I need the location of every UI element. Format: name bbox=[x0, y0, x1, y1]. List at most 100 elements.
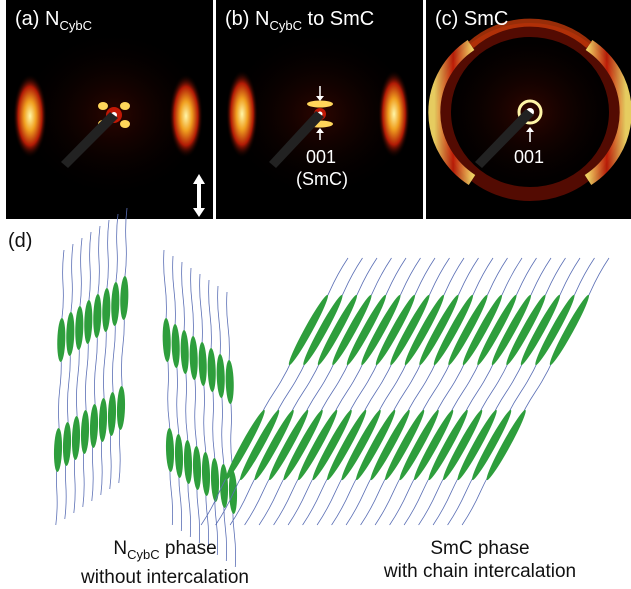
mesogen-core bbox=[312, 409, 352, 481]
mesogen-core bbox=[375, 294, 415, 366]
ncybc-cluster-right bbox=[162, 249, 238, 568]
mesogen-core bbox=[428, 409, 468, 481]
mesogen-core bbox=[520, 294, 560, 366]
mesogen-core bbox=[66, 312, 75, 356]
smc-molecule bbox=[461, 257, 610, 526]
mesogen-core bbox=[240, 409, 280, 481]
mesogen-core bbox=[107, 392, 117, 436]
mesogen-core bbox=[111, 282, 120, 326]
smc-molecule bbox=[287, 257, 436, 526]
mesogen-core bbox=[216, 354, 225, 398]
smc-molecule bbox=[374, 257, 523, 526]
smc-molecule bbox=[360, 257, 508, 526]
ncybc-molecule bbox=[171, 255, 184, 532]
mesogen-core bbox=[535, 294, 575, 366]
mesogen-core bbox=[201, 452, 211, 496]
smc-molecule bbox=[403, 257, 552, 526]
mesogen-core bbox=[269, 409, 309, 481]
mesogen-core bbox=[486, 409, 526, 481]
smc-molecule bbox=[200, 257, 349, 526]
smc-molecule bbox=[302, 257, 450, 526]
ncybc-molecule bbox=[116, 207, 129, 484]
panel-b-label: (b) NCybC to SmC bbox=[225, 8, 375, 33]
smc-molecule bbox=[331, 257, 479, 526]
mesogen-core bbox=[399, 409, 439, 481]
peak-annotation-001: 001 bbox=[513, 147, 545, 167]
smc-molecule bbox=[447, 257, 595, 526]
mesogen-core bbox=[219, 464, 229, 508]
ncybc-molecule bbox=[80, 231, 93, 508]
mesogen-core bbox=[53, 428, 63, 472]
mesogen-core bbox=[414, 409, 454, 481]
ncybc-molecule bbox=[107, 213, 120, 490]
mesogen-core bbox=[174, 434, 184, 478]
smc-molecule bbox=[345, 257, 494, 526]
mesogen-core bbox=[84, 300, 93, 344]
mesogen-core bbox=[120, 276, 129, 320]
smc-layers bbox=[200, 257, 610, 526]
caption-ncybc-phase: NCybC phase without intercalation bbox=[81, 538, 249, 588]
mesogen-core bbox=[162, 318, 171, 362]
mesogen-core bbox=[491, 294, 531, 366]
caption-smc-phase: SmC phase with chain intercalation bbox=[383, 538, 577, 582]
mesogen-core bbox=[433, 294, 473, 366]
mesogen-core bbox=[317, 294, 357, 366]
mesogen-core bbox=[361, 294, 401, 366]
mesogen-core bbox=[57, 318, 66, 362]
mesogen-core bbox=[98, 398, 108, 442]
mesogen-core bbox=[225, 409, 265, 481]
ncybc-molecule bbox=[207, 279, 220, 556]
ncybc-molecule bbox=[198, 273, 211, 550]
diffraction-pattern-b bbox=[222, 28, 418, 200]
mesogen-core bbox=[228, 470, 238, 514]
smc-molecule bbox=[316, 257, 465, 526]
smc-molecule bbox=[244, 257, 392, 526]
mesogen-core bbox=[180, 330, 189, 374]
ncybc-molecule bbox=[71, 237, 84, 514]
mesogen-core bbox=[165, 428, 175, 472]
mesogen-core bbox=[346, 294, 386, 366]
xray-panel-c: (c) SmC 001 bbox=[426, 0, 631, 219]
mesogen-core bbox=[477, 294, 517, 366]
diffraction-pattern-a bbox=[13, 28, 212, 217]
mesogen-core bbox=[303, 294, 343, 366]
mesogen-core bbox=[356, 409, 396, 481]
mesogen-core bbox=[71, 416, 81, 460]
xray-panel-a: (a) NCybC bbox=[6, 0, 213, 219]
xray-panel-b: (b) NCybC to SmC 001 (SmC) bbox=[216, 0, 423, 219]
mesogen-core bbox=[183, 440, 193, 484]
mesogen-core bbox=[332, 294, 372, 366]
smc-molecule bbox=[229, 257, 378, 526]
mesogen-core bbox=[171, 324, 180, 368]
mesogen-core bbox=[80, 410, 90, 454]
mesogen-core bbox=[189, 336, 198, 380]
smc-molecule bbox=[418, 257, 566, 526]
mesogen-core bbox=[443, 409, 483, 481]
mesogen-core bbox=[254, 409, 294, 481]
orientation-arrow bbox=[193, 174, 205, 217]
ncybc-molecule bbox=[53, 249, 66, 526]
mesogen-core bbox=[207, 348, 216, 392]
mesogen-core bbox=[198, 342, 207, 386]
mesogen-core bbox=[390, 294, 430, 366]
smc-molecule bbox=[215, 257, 363, 526]
smc-molecule bbox=[432, 257, 581, 526]
smc-molecule bbox=[273, 257, 421, 526]
mesogen-core bbox=[283, 409, 323, 481]
mesogen-core bbox=[225, 360, 234, 404]
ncybc-cluster-left bbox=[53, 207, 129, 526]
mesogen-core bbox=[472, 409, 512, 481]
ncybc-molecule bbox=[89, 225, 102, 502]
mesogen-core bbox=[419, 294, 459, 366]
smc-molecule bbox=[258, 257, 407, 526]
mesogen-core bbox=[89, 404, 99, 448]
mesogen-core bbox=[506, 294, 546, 366]
ncybc-molecule bbox=[98, 219, 111, 496]
ncybc-molecule bbox=[162, 249, 175, 526]
panel-a-label: (a) NCybC bbox=[15, 8, 92, 33]
mesogen-core bbox=[462, 294, 502, 366]
diffraction-pattern-c bbox=[428, 18, 631, 201]
mesogen-core bbox=[298, 409, 338, 481]
mesogen-core bbox=[385, 409, 425, 481]
